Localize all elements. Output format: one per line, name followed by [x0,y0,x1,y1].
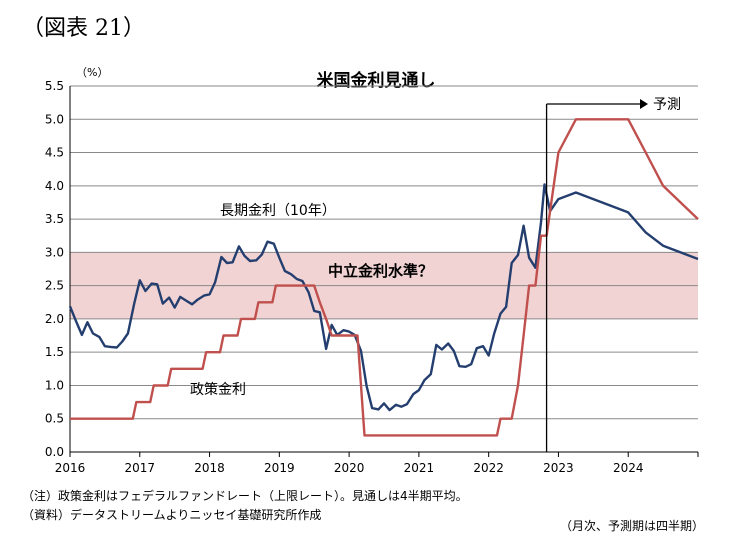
long-rate-label: 長期金利（10年） [220,203,336,219]
y-tick-label: 1.0 [45,378,64,392]
y-axis-unit: （%） [76,66,109,79]
figure-label: （図表 21） [22,16,145,41]
x-tick-label: 2023 [543,461,574,475]
y-tick-label: 2.0 [45,312,64,326]
y-tick-label: 3.0 [45,245,64,259]
y-tick-label: 3.5 [45,212,64,226]
x-tick-label: 2018 [194,461,225,475]
y-tick-label: 4.5 [45,146,64,160]
y-tick-label: 4.0 [45,179,64,193]
forecast-marker: 予測 [545,97,681,452]
y-tick-label: 0.5 [45,412,64,426]
forecast-arrow-head [640,99,648,109]
x-tick-label: 2022 [473,461,504,475]
policy-rate-line [70,118,699,437]
gridlines [70,85,698,420]
x-tick-label: 2020 [334,461,365,475]
forecast-label: 予測 [653,97,681,113]
x-tick-label: 2024 [613,461,644,475]
x-tick-label: 2019 [264,461,295,475]
x-tick-label: 2021 [404,461,435,475]
y-tick-label: 0.0 [45,445,64,459]
neutral-rate-label: 中立金利水準？ [328,262,433,280]
frequency-note: （月次、予測期は四半期） [560,519,705,533]
x-tick-label: 2016 [55,461,86,475]
y-tick-label: 5.5 [45,79,64,93]
note-policy-rate: （注）政策金利はフェデラルファンドレート（上限レート）。見通しは4半期平均。 [22,489,468,503]
y-tick-label: 2.5 [45,279,64,293]
annotation-labels: 長期金利（10年） 政策金利 中立金利水準？ [190,203,433,398]
footnotes: （注）政策金利はフェデラルファンドレート（上限レート）。見通しは4半期平均。 （… [22,487,468,525]
policy-rate-label: 政策金利 [190,381,246,398]
series-layer [68,118,699,437]
axes: 0.0 0.5 1.0 1.5 2.0 2.5 3.0 3.5 4.0 4.5 5.0 5.5 2016… [45,79,699,475]
x-tick-label: 2017 [125,461,156,475]
y-tick-label: 1.5 [45,345,64,359]
note-source: （資料）データストリームよりニッセイ基礎研究所作成 [22,508,322,522]
y-tick-label: 5.0 [45,112,64,126]
